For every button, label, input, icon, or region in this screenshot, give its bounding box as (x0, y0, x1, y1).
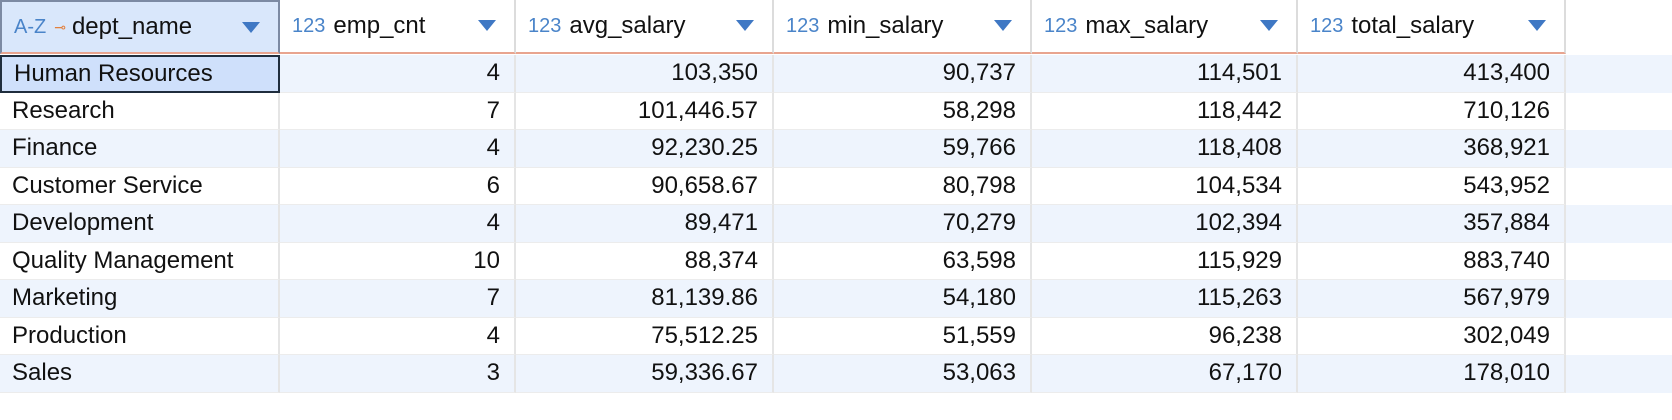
grid-cell[interactable]: 3 (280, 355, 516, 393)
key-icon: ⊸ (54, 18, 66, 35)
grid-cell[interactable]: 104,534 (1032, 167, 1298, 205)
grid-cell[interactable]: Production (0, 317, 280, 355)
table-row[interactable]: Production 4 75,512.25 51,559 96,238 302… (0, 317, 1672, 355)
grid-cell[interactable]: Development (0, 205, 280, 243)
grid-cell[interactable]: 357,884 (1298, 205, 1566, 243)
grid-cell[interactable]: 4 (280, 205, 516, 243)
grid-cell[interactable]: Finance (0, 130, 280, 168)
grid-cell[interactable]: 178,010 (1298, 355, 1566, 393)
grid-cell[interactable]: 58,298 (774, 92, 1032, 130)
grid-cell[interactable]: 90,658.67 (516, 167, 774, 205)
number-type-icon: 123 (1310, 14, 1344, 37)
column-header-emp-cnt[interactable]: 123 emp_cnt (280, 0, 516, 54)
column-header-label: emp_cnt (333, 12, 426, 39)
grid-cell[interactable]: 90,737 (774, 55, 1032, 93)
sort-dropdown-icon[interactable] (242, 22, 260, 33)
grid-cell[interactable]: 81,139.86 (516, 280, 774, 318)
grid-cell[interactable]: 92,230.25 (516, 130, 774, 168)
grid-cell[interactable]: 4 (280, 55, 516, 93)
grid-cell[interactable]: 368,921 (1298, 130, 1566, 168)
table-row[interactable]: Human Resources 4 103,350 90,737 114,501… (0, 55, 1672, 93)
grid-cell[interactable]: 7 (280, 92, 516, 130)
grid-cell[interactable]: 114,501 (1032, 55, 1298, 93)
grid-cell[interactable]: 53,063 (774, 355, 1032, 393)
table-row[interactable]: Customer Service 6 90,658.67 80,798 104,… (0, 167, 1672, 205)
grid-cell[interactable]: 63,598 (774, 242, 1032, 280)
sort-dropdown-icon[interactable] (1260, 20, 1278, 31)
grid-cell[interactable]: 413,400 (1298, 55, 1566, 93)
table-row[interactable]: Sales 3 59,336.67 53,063 67,170 178,010 (0, 355, 1672, 393)
column-header-label: total_salary (1351, 12, 1475, 39)
grid-cell[interactable]: 883,740 (1298, 242, 1566, 280)
grid-cell[interactable]: Human Resources (0, 55, 280, 93)
grid-cell[interactable]: 118,442 (1032, 92, 1298, 130)
column-header-min-salary[interactable]: 123 min_salary (774, 0, 1032, 54)
table-row[interactable]: Finance 4 92,230.25 59,766 118,408 368,9… (0, 130, 1672, 168)
grid-header: A-Z ⊸ dept_name 123 emp_cnt 123 avg_sala… (0, 0, 1672, 56)
grid-cell[interactable]: 543,952 (1298, 167, 1566, 205)
grid-cell[interactable]: 70,279 (774, 205, 1032, 243)
grid-cell[interactable]: 103,350 (516, 55, 774, 93)
grid-cell[interactable]: 710,126 (1298, 92, 1566, 130)
grid-cell[interactable]: 6 (280, 167, 516, 205)
grid-cell[interactable]: 118,408 (1032, 130, 1298, 168)
grid-cell[interactable]: 4 (280, 130, 516, 168)
grid-cell[interactable]: 67,170 (1032, 355, 1298, 393)
table-row[interactable]: Quality Management 10 88,374 63,598 115,… (0, 242, 1672, 280)
column-header-total-salary[interactable]: 123 total_salary (1298, 0, 1566, 54)
grid-cell[interactable]: 96,238 (1032, 317, 1298, 355)
grid-cell[interactable]: Research (0, 92, 280, 130)
sort-dropdown-icon[interactable] (478, 20, 496, 31)
sort-dropdown-icon[interactable] (994, 20, 1012, 31)
grid-cell[interactable]: 80,798 (774, 167, 1032, 205)
grid-cell[interactable]: 115,263 (1032, 280, 1298, 318)
column-header-label: min_salary (827, 12, 944, 39)
number-type-icon: 123 (1044, 14, 1078, 37)
grid-cell[interactable]: 7 (280, 280, 516, 318)
grid-cell[interactable]: Marketing (0, 280, 280, 318)
column-header-avg-salary[interactable]: 123 avg_salary (516, 0, 774, 54)
grid-cell[interactable]: Customer Service (0, 167, 280, 205)
grid-cell[interactable]: 115,929 (1032, 242, 1298, 280)
column-header-max-salary[interactable]: 123 max_salary (1032, 0, 1298, 54)
grid-cell[interactable]: 101,446.57 (516, 92, 774, 130)
grid-cell[interactable]: 54,180 (774, 280, 1032, 318)
sort-dropdown-icon[interactable] (1528, 20, 1546, 31)
grid-cell[interactable]: 567,979 (1298, 280, 1566, 318)
grid-cell[interactable]: 51,559 (774, 317, 1032, 355)
number-type-icon: 123 (786, 14, 820, 37)
grid-cell[interactable]: Sales (0, 355, 280, 393)
grid-cell[interactable]: 75,512.25 (516, 317, 774, 355)
table-row[interactable]: Marketing 7 81,139.86 54,180 115,263 567… (0, 280, 1672, 318)
grid-cell[interactable]: 88,374 (516, 242, 774, 280)
grid-cell[interactable]: 59,336.67 (516, 355, 774, 393)
grid-cell[interactable]: 102,394 (1032, 205, 1298, 243)
table-row[interactable]: Development 4 89,471 70,279 102,394 357,… (0, 205, 1672, 243)
number-type-icon: 123 (292, 14, 326, 37)
grid-cell[interactable]: 302,049 (1298, 317, 1566, 355)
grid-cell[interactable]: 4 (280, 317, 516, 355)
column-header-label: dept_name (71, 13, 193, 40)
sort-dropdown-icon[interactable] (736, 20, 754, 31)
grid-cell[interactable]: Quality Management (0, 242, 280, 280)
grid-cell[interactable]: 10 (280, 242, 516, 280)
grid-cell[interactable]: 59,766 (774, 130, 1032, 168)
column-header-dept-name[interactable]: A-Z ⊸ dept_name (0, 0, 280, 54)
number-type-icon: 123 (528, 14, 562, 37)
column-header-label: avg_salary (569, 12, 686, 39)
column-header-label: max_salary (1085, 12, 1209, 39)
table-row[interactable]: Research 7 101,446.57 58,298 118,442 710… (0, 92, 1672, 130)
az-type-icon: A-Z (14, 15, 47, 38)
grid-cell[interactable]: 89,471 (516, 205, 774, 243)
